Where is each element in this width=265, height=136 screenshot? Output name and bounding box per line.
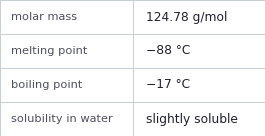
Text: molar mass: molar mass — [11, 12, 77, 22]
Text: slightly soluble: slightly soluble — [146, 112, 238, 126]
Text: melting point: melting point — [11, 46, 87, 56]
Text: solubility in water: solubility in water — [11, 114, 112, 124]
Text: −17 °C: −17 °C — [146, 78, 190, 92]
Text: boiling point: boiling point — [11, 80, 82, 90]
Text: −88 °C: −88 °C — [146, 44, 190, 58]
Text: 124.78 g/mol: 124.78 g/mol — [146, 10, 227, 24]
